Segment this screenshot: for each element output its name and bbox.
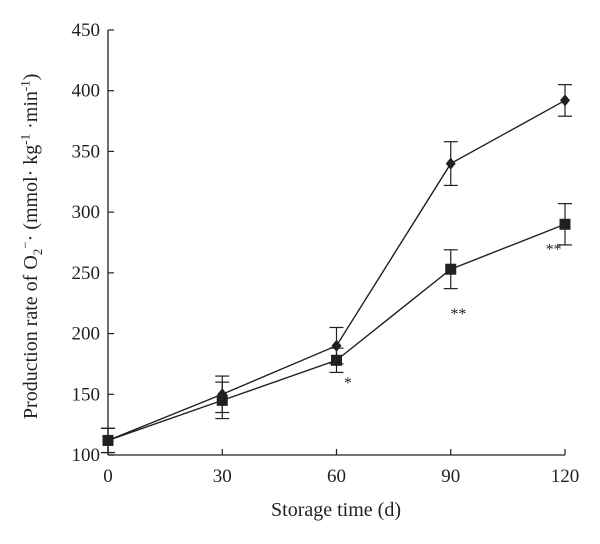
data-point-square bbox=[445, 263, 457, 275]
data-point-square bbox=[559, 218, 571, 230]
y-axis-title-wrap: Production rate of O2−· (mmol· kg-1 ·min… bbox=[10, 40, 54, 452]
data-point-square bbox=[102, 434, 114, 446]
x-tick-label: 90 bbox=[441, 466, 460, 487]
data-point-diamond bbox=[445, 157, 456, 170]
x-tick-label: 120 bbox=[551, 466, 580, 487]
x-tick-label: 60 bbox=[327, 466, 346, 487]
data-point-square bbox=[331, 354, 342, 366]
x-tick-label: 30 bbox=[213, 466, 232, 487]
y-axis-title-subscript: 2 bbox=[30, 248, 46, 255]
annotation-layer: ***** bbox=[344, 242, 562, 393]
y-tick-label: 150 bbox=[72, 384, 101, 405]
series-layer bbox=[101, 84, 572, 454]
y-tick-label: 300 bbox=[72, 202, 101, 223]
y-axis-title-min-exponent: -1 bbox=[17, 79, 33, 91]
y-axis-title-suffix: ) bbox=[20, 73, 43, 80]
significance-marker: ** bbox=[450, 306, 466, 323]
y-axis-title-charge: − bbox=[17, 241, 33, 249]
x-tick-label: 0 bbox=[103, 466, 113, 487]
significance-marker: ** bbox=[546, 242, 562, 259]
y-axis-title: Production rate of O2−· (mmol· kg-1 ·min… bbox=[18, 73, 47, 419]
y-tick-label: 350 bbox=[72, 141, 101, 162]
y-axis-title-middle: · (mmol· kg bbox=[20, 144, 43, 242]
y-tick-label: 200 bbox=[72, 324, 101, 345]
data-point-diamond bbox=[560, 94, 570, 107]
x-axis-title: Storage time (d) bbox=[271, 499, 401, 521]
y-tick-label: 250 bbox=[72, 263, 101, 284]
significance-marker: * bbox=[344, 375, 352, 392]
y-tick-label: 450 bbox=[72, 20, 101, 41]
series-line-diamond bbox=[107, 99, 566, 442]
y-axis-title-min: ·min bbox=[20, 90, 43, 134]
y-tick-label: 100 bbox=[72, 445, 101, 466]
data-point-square bbox=[216, 394, 228, 406]
y-axis-title-prefix: Production rate of O bbox=[20, 254, 43, 419]
y-tick-label: 400 bbox=[72, 81, 101, 102]
y-axis-title-kg-exponent: -1 bbox=[17, 133, 33, 145]
series-diamond bbox=[101, 84, 572, 454]
axes: 100 150 200 250 300 350 400 450 0 30 60 90 120 bbox=[72, 20, 580, 487]
series-square bbox=[101, 203, 572, 454]
